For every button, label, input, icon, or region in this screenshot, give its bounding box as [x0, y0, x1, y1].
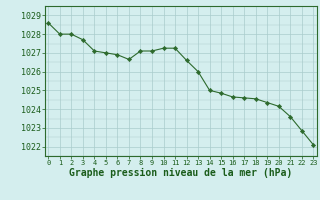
- X-axis label: Graphe pression niveau de la mer (hPa): Graphe pression niveau de la mer (hPa): [69, 168, 292, 178]
